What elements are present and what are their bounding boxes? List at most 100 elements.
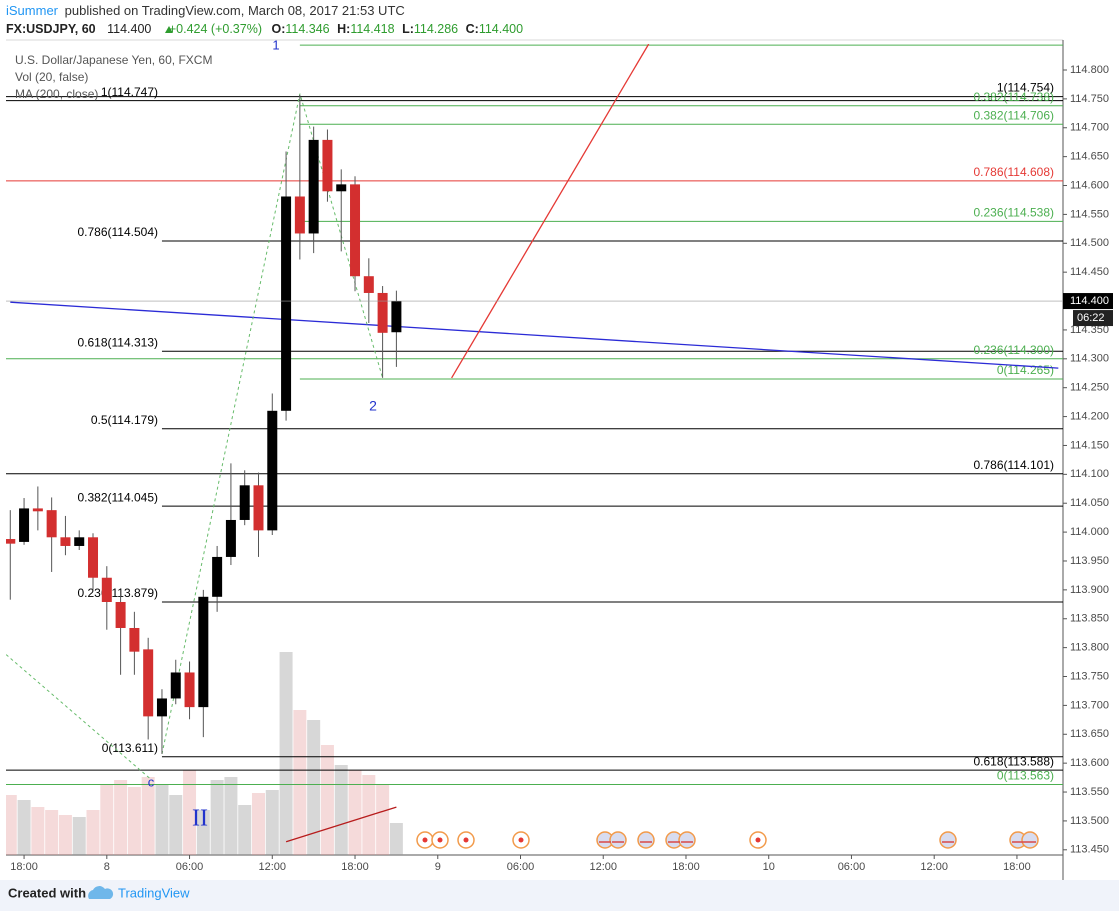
published: published on TradingView.com, March 08, … xyxy=(65,3,405,18)
y-tick-label: 113.750 xyxy=(1070,670,1109,682)
x-tick-label: 06:00 xyxy=(507,861,535,873)
footer xyxy=(0,880,1119,911)
symbol: FX:USDJPY, 60 xyxy=(6,22,96,36)
volume-bar xyxy=(307,720,321,855)
volume-bar xyxy=(293,710,307,855)
y-tick-label: 114.000 xyxy=(1070,526,1109,538)
ohlc-value: 114.346 xyxy=(285,22,329,36)
candle-body xyxy=(74,537,85,546)
wave-label: c xyxy=(148,774,155,789)
candle-body xyxy=(350,184,361,277)
brand-logo[interactable] xyxy=(88,886,114,899)
x-tick-label: 06:00 xyxy=(838,861,866,873)
candle-body xyxy=(363,276,374,293)
ohlc-value: 114.400 xyxy=(479,22,523,36)
header-published: iSummer published on TradingView.com, Ma… xyxy=(6,3,405,18)
level-label: 0.382(114.738) xyxy=(973,90,1054,104)
y-tick-label: 113.500 xyxy=(1070,815,1109,827)
y-tick-label: 113.900 xyxy=(1070,584,1109,596)
candle-body xyxy=(267,410,278,531)
ohlc-value: 114.418 xyxy=(350,22,394,36)
candle-body xyxy=(281,196,292,411)
x-tick-label: 18:00 xyxy=(341,861,369,873)
ohlc-key: O: xyxy=(271,22,285,36)
last: 114.400 xyxy=(107,22,151,36)
up-arrow xyxy=(165,26,173,33)
trend-line xyxy=(10,301,1059,369)
level-label: 1(114.747) xyxy=(101,85,158,99)
last-price-box xyxy=(1063,293,1113,310)
level-label: 0.618(113.588) xyxy=(973,754,1054,768)
y-tick-label: 114.100 xyxy=(1070,468,1109,480)
candle-body xyxy=(170,672,181,699)
level-label: 0.382(114.706) xyxy=(973,108,1054,122)
candle-body xyxy=(88,537,99,578)
y-tick-label: 114.200 xyxy=(1070,410,1109,422)
y-tick-label: 113.850 xyxy=(1070,613,1109,625)
candle-body xyxy=(308,139,319,234)
countdown-label: 06:22 xyxy=(1077,312,1105,324)
candle-body xyxy=(6,539,16,544)
plot-area: 1(114.747)1(114.754)0.5(114.843)0.382(11… xyxy=(6,44,1063,855)
level-label: 0(113.611) xyxy=(102,741,158,755)
volume-bar xyxy=(45,810,59,855)
legend-volume: Vol (20, false) xyxy=(15,70,88,84)
volume-bar xyxy=(127,787,141,855)
y-tick-label: 114.700 xyxy=(1070,122,1109,134)
event-icons[interactable] xyxy=(416,831,1039,849)
candle-body xyxy=(377,292,388,333)
y-tick-label: 114.050 xyxy=(1070,497,1109,509)
x-tick-label: 18:00 xyxy=(1003,861,1031,873)
footer-created: Created with xyxy=(8,885,86,900)
candle-body xyxy=(239,485,250,520)
level-label: 0.786(114.101) xyxy=(973,458,1054,472)
candle-body xyxy=(129,627,140,652)
ohlc-key: C: xyxy=(466,22,479,36)
y-tick-label: 113.600 xyxy=(1070,757,1109,769)
author[interactable]: iSummer xyxy=(6,3,59,18)
y-tick-label: 114.600 xyxy=(1070,179,1109,191)
volume-bar xyxy=(196,810,210,855)
legend-title: U.S. Dollar/Japanese Yen, 60, FXCM xyxy=(15,53,212,67)
y-tick-label: 114.800 xyxy=(1070,64,1109,76)
axes: 114.800 114.750 114.700 114.650 114.600 114.5… xyxy=(10,64,1113,873)
y-tick-label: 113.950 xyxy=(1070,555,1109,567)
candle-body xyxy=(115,601,126,628)
level-label: 0.786(114.608) xyxy=(973,165,1054,179)
trend-line xyxy=(285,806,397,843)
volume-bar xyxy=(251,793,265,855)
footer-brand[interactable]: TradingView xyxy=(118,885,190,900)
level-label: 0.786(114.504) xyxy=(77,225,158,239)
candle-body xyxy=(184,672,195,708)
x-tick-label: 9 xyxy=(435,861,441,873)
y-tick-label: 114.750 xyxy=(1070,93,1109,105)
x-tick-label: 12:00 xyxy=(259,861,287,873)
volume-bar xyxy=(17,800,31,855)
candle-body xyxy=(336,184,347,192)
y-tick-label: 113.450 xyxy=(1070,844,1109,856)
y-tick-label: 114.150 xyxy=(1070,439,1109,451)
volume-bar xyxy=(334,765,348,855)
candle-body xyxy=(391,301,402,333)
level-label: 0.5(114.179) xyxy=(91,413,158,427)
candle-body xyxy=(156,698,167,717)
y-tick-label: 114.450 xyxy=(1070,266,1109,278)
legend-ma: MA (200, close) xyxy=(15,87,98,101)
volume-bar xyxy=(238,805,252,855)
volume-bar xyxy=(265,790,279,855)
y-tick-label: 113.800 xyxy=(1070,642,1109,654)
last-price-label: 114.400 xyxy=(1070,295,1109,307)
volume-bar xyxy=(183,770,197,855)
volume-bar xyxy=(210,780,224,855)
volume-bar xyxy=(362,775,376,855)
x-tick-label: 10 xyxy=(763,861,775,873)
volume-bar xyxy=(31,807,45,855)
volume-bar xyxy=(86,810,100,855)
candle-body xyxy=(19,508,30,542)
volume-bar xyxy=(376,785,390,855)
y-tick-label: 113.650 xyxy=(1070,728,1109,740)
y-tick-label: 114.300 xyxy=(1070,353,1109,365)
level-label: 0.236(113.879) xyxy=(77,586,158,600)
volume-bar xyxy=(114,780,128,855)
